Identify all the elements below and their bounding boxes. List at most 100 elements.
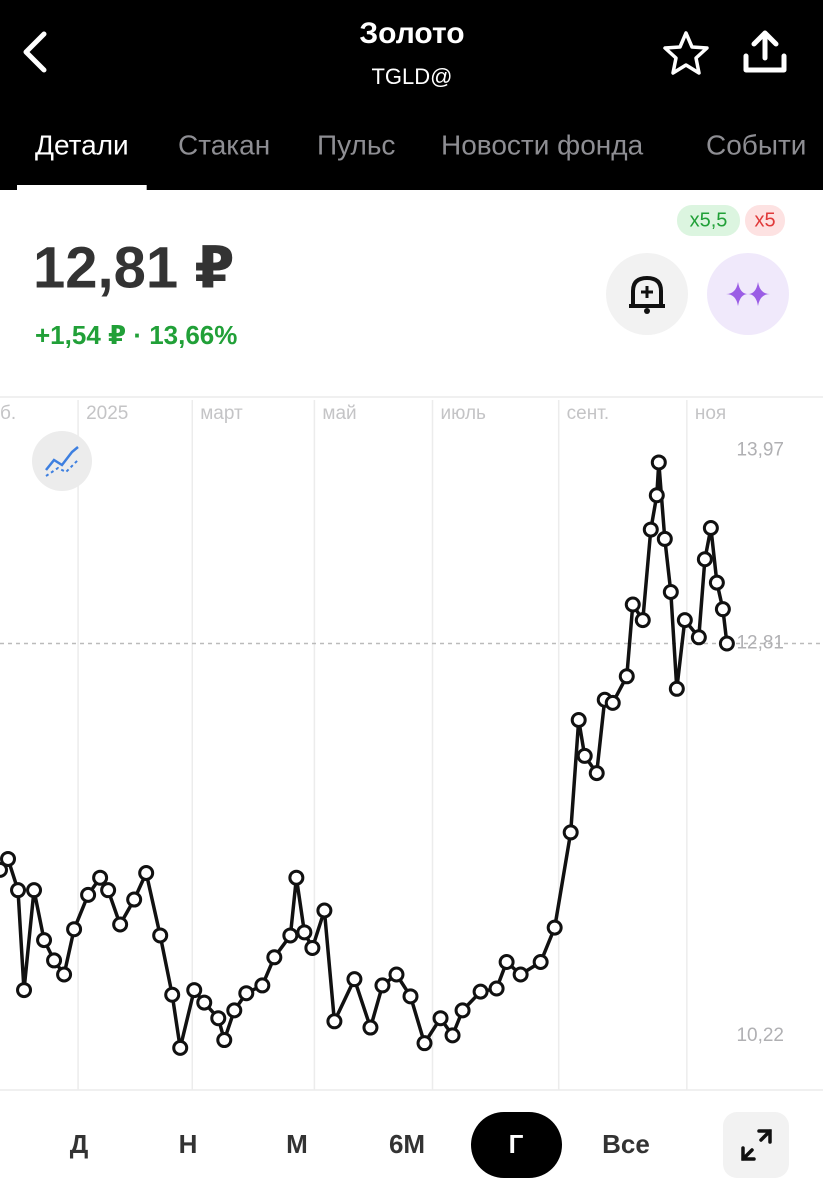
point xyxy=(100,882,117,899)
y-tick-label: 12,81 xyxy=(736,633,784,654)
point xyxy=(164,986,181,1003)
point xyxy=(172,1039,189,1056)
point xyxy=(718,635,735,652)
point xyxy=(546,919,563,936)
point xyxy=(346,971,363,988)
point xyxy=(454,1002,471,1019)
title: Золото xyxy=(359,17,464,50)
point xyxy=(588,765,605,782)
point xyxy=(488,980,505,997)
point xyxy=(46,952,63,969)
point xyxy=(362,1019,379,1036)
badge-bg xyxy=(745,205,785,236)
point xyxy=(668,680,685,697)
point xyxy=(662,584,679,601)
chart-type-button[interactable] xyxy=(32,431,92,491)
point xyxy=(0,850,17,867)
point xyxy=(216,1032,233,1049)
tab[interactable]: Новости фонда xyxy=(441,129,644,160)
y-tick-label: 13,97 xyxy=(736,439,784,460)
point xyxy=(92,869,109,886)
period-button[interactable]: 6М xyxy=(389,1129,425,1159)
x-tick-label: 2025 xyxy=(86,403,128,424)
point xyxy=(282,927,299,944)
point xyxy=(26,882,43,899)
tab[interactable]: Событи xyxy=(706,129,806,160)
point xyxy=(186,982,203,999)
point xyxy=(254,977,271,994)
point xyxy=(656,530,673,547)
period-button[interactable]: Все xyxy=(602,1129,650,1159)
point xyxy=(708,574,725,591)
point xyxy=(618,668,635,685)
price-change: +1,54 ₽ · 13,66% xyxy=(35,320,237,350)
x-tick-label: июль xyxy=(441,403,487,424)
point xyxy=(36,932,53,949)
point xyxy=(138,865,155,882)
point xyxy=(416,1035,433,1052)
point xyxy=(296,924,313,941)
fullscreen-button[interactable] xyxy=(723,1112,789,1178)
point xyxy=(126,891,143,908)
period-button[interactable]: Н xyxy=(179,1129,198,1159)
point xyxy=(388,966,405,983)
point xyxy=(642,521,659,538)
point xyxy=(374,977,391,994)
point xyxy=(402,988,419,1005)
periods: Д Н М 6М Г Все xyxy=(70,1112,650,1178)
point xyxy=(570,712,587,729)
point xyxy=(562,824,579,841)
share-button[interactable] xyxy=(743,30,787,73)
point xyxy=(152,927,169,944)
badge-bg xyxy=(677,205,740,236)
period-button[interactable]: Г xyxy=(509,1129,524,1159)
x-tick-label: ноя xyxy=(695,403,726,424)
price: 12,81 ₽ xyxy=(33,235,235,300)
y-tick-label: 10,22 xyxy=(736,1025,784,1046)
point xyxy=(210,1010,227,1027)
point xyxy=(56,966,73,983)
point xyxy=(304,939,321,956)
point xyxy=(80,886,97,903)
point xyxy=(0,861,8,878)
favorite-button[interactable] xyxy=(663,31,709,75)
point xyxy=(498,953,515,970)
point xyxy=(10,882,27,899)
point xyxy=(238,985,255,1002)
badge: x5,5 xyxy=(690,209,728,231)
point xyxy=(532,953,549,970)
point xyxy=(472,983,489,1000)
alert-button[interactable] xyxy=(606,253,688,335)
subtitle: TGLD@ xyxy=(371,64,452,89)
x-tick-label: сент. xyxy=(567,403,609,424)
point xyxy=(690,629,707,646)
tabs: Детали Стакан Пульс Новости фонда Событи xyxy=(17,129,806,190)
point xyxy=(66,921,83,938)
point xyxy=(676,612,693,629)
period-button[interactable]: М xyxy=(286,1129,308,1159)
period-selected-bg xyxy=(471,1112,562,1178)
tab[interactable]: Пульс xyxy=(317,129,395,160)
point xyxy=(432,1010,449,1027)
point xyxy=(112,916,129,933)
x-tick-label: май xyxy=(322,403,356,424)
point xyxy=(702,520,719,537)
point xyxy=(196,994,213,1011)
point xyxy=(316,902,333,919)
point xyxy=(624,596,641,613)
point xyxy=(512,966,529,983)
back-button[interactable] xyxy=(23,31,47,73)
point xyxy=(634,612,651,629)
price-line-series xyxy=(0,460,729,1050)
ai-button[interactable] xyxy=(707,253,789,335)
x-tick-label: март xyxy=(200,403,243,424)
point xyxy=(714,601,731,618)
tab[interactable]: Стакан xyxy=(178,129,270,160)
point xyxy=(444,1027,461,1044)
tab[interactable]: Детали xyxy=(35,129,129,160)
period-button[interactable]: Д xyxy=(70,1129,89,1159)
chart: б. 2025 март май июль сент. ноя 13,97 12,81 10,22 xyxy=(0,400,823,1090)
point xyxy=(696,551,713,568)
x-tick-label: б. xyxy=(0,403,16,424)
